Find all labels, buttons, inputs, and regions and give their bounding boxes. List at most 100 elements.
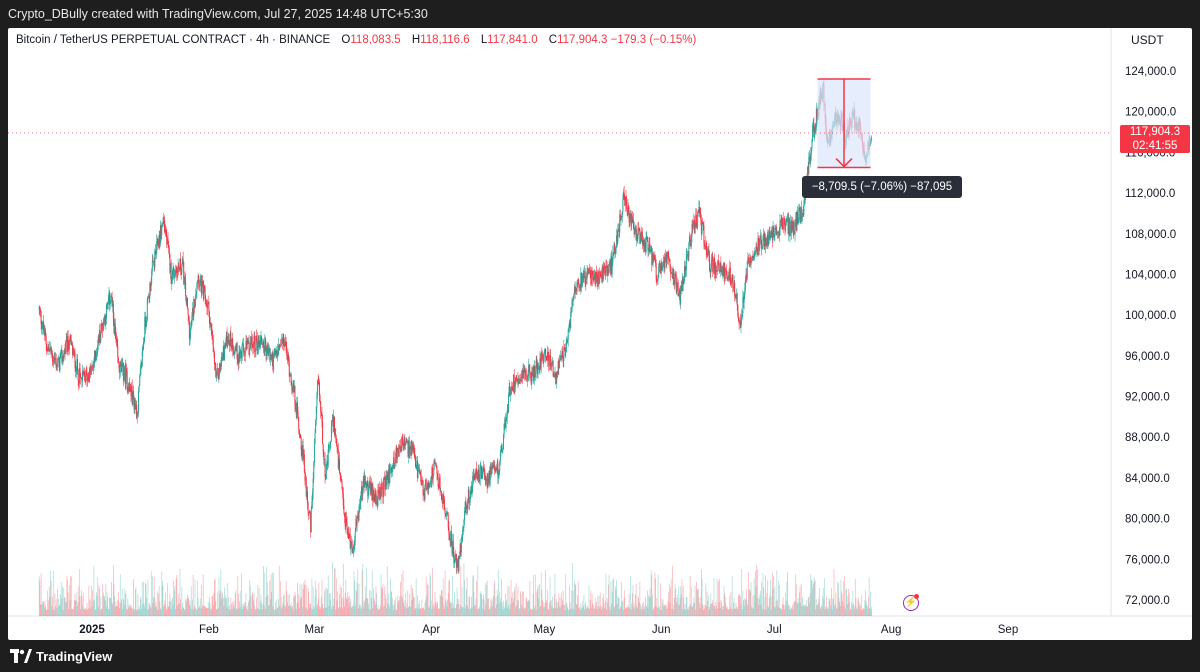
candle-body	[263, 347, 265, 351]
volume-bar	[243, 606, 244, 616]
candlestick-chart[interactable]: 124,000.0120,000.0116,000.0112,000.0108,…	[8, 28, 1192, 640]
volume-bar	[356, 591, 357, 616]
candle-body	[200, 275, 202, 293]
volume-bar	[759, 594, 761, 616]
candle-body	[354, 541, 356, 546]
candle-body	[60, 350, 62, 353]
volume-bar	[751, 608, 753, 616]
candle-body	[274, 350, 276, 353]
volume-bar	[621, 582, 623, 616]
volume-bar	[601, 609, 602, 616]
candle-body	[463, 520, 465, 528]
volume-bar	[808, 596, 810, 616]
volume-bar	[151, 571, 153, 616]
candle-body	[592, 274, 594, 281]
volume-bar	[444, 570, 446, 616]
candle-body	[430, 480, 432, 483]
volume-bar	[113, 584, 115, 616]
candle-body	[178, 265, 180, 269]
volume-bar	[542, 601, 544, 616]
candle-body	[601, 276, 603, 279]
volume-bar	[526, 601, 528, 616]
candle-body	[808, 156, 810, 174]
volume-bar	[596, 602, 597, 616]
candle-body	[457, 560, 459, 562]
volume-bar	[229, 609, 231, 616]
candle-body	[447, 514, 449, 528]
volume-bar	[221, 591, 223, 616]
candle-body	[251, 336, 253, 345]
volume-bar	[61, 598, 63, 616]
volume-bar	[67, 592, 69, 616]
candle-body	[745, 274, 747, 280]
volume-bar	[261, 604, 263, 616]
volume-bar	[461, 606, 462, 616]
volume-bar	[737, 609, 739, 616]
candle-body	[381, 483, 383, 490]
volume-bar	[811, 579, 813, 616]
volume-bar	[841, 593, 843, 616]
volume-bar	[440, 589, 442, 616]
volume-bar	[477, 566, 479, 616]
volume-bar	[131, 609, 133, 616]
volume-bar	[832, 598, 834, 616]
candle-body	[471, 486, 473, 495]
candle-body	[205, 303, 207, 305]
candle-body	[121, 364, 123, 372]
candle-body	[695, 214, 697, 224]
volume-bar	[399, 600, 401, 616]
volume-bar	[516, 599, 518, 616]
volume-bar	[555, 607, 557, 616]
candle-body	[50, 346, 52, 354]
volume-bar	[413, 597, 415, 616]
volume-bar	[176, 574, 178, 616]
candle-body	[48, 347, 50, 349]
candle-body	[561, 351, 563, 358]
volume-bar	[226, 607, 228, 616]
volume-bar	[177, 604, 179, 616]
volume-bar	[185, 599, 187, 616]
candle-body	[713, 258, 715, 267]
volume-bar	[376, 593, 378, 616]
volume-bar	[643, 606, 645, 616]
candle-body	[792, 221, 794, 230]
candle-body	[245, 341, 247, 348]
candle-body	[182, 258, 184, 262]
candle-body	[118, 361, 120, 369]
volume-bar	[790, 609, 792, 616]
candle-body	[524, 369, 526, 380]
volume-bar	[831, 609, 833, 616]
candle-body	[239, 351, 241, 360]
candle-body	[545, 348, 547, 358]
volume-bar	[135, 587, 137, 616]
volume-bar	[524, 607, 526, 616]
volume-bar	[163, 604, 165, 616]
volume-bar	[431, 609, 433, 616]
volume-bar	[863, 609, 865, 616]
candle-body	[780, 220, 782, 223]
currency-label[interactable]: USDT	[1131, 33, 1164, 47]
candle-body	[815, 108, 817, 128]
volume-bar	[839, 605, 841, 616]
volume-bar	[695, 581, 697, 616]
volume-bar	[275, 602, 276, 616]
volume-bar	[116, 606, 118, 616]
volume-bar	[335, 609, 337, 616]
chart-panel[interactable]: Bitcoin / TetherUS PERPETUAL CONTRACT · …	[8, 28, 1192, 640]
symbol-title: Bitcoin / TetherUS PERPETUAL CONTRACT · …	[16, 34, 331, 46]
candle-body	[279, 345, 281, 347]
candle-body	[290, 374, 292, 375]
candle-body	[495, 467, 497, 472]
volume-bar	[101, 609, 102, 616]
volume-bar	[510, 579, 512, 616]
volume-bar	[196, 609, 198, 616]
volume-bar	[180, 609, 182, 616]
candle-body	[165, 232, 167, 236]
volume-bar	[197, 597, 199, 616]
candle-body	[193, 298, 195, 308]
candle-body	[687, 254, 689, 255]
volume-bar	[696, 588, 698, 616]
candle-body	[300, 438, 302, 450]
lightning-icon[interactable]: ⚡	[903, 595, 919, 611]
volume-bar	[465, 604, 467, 616]
